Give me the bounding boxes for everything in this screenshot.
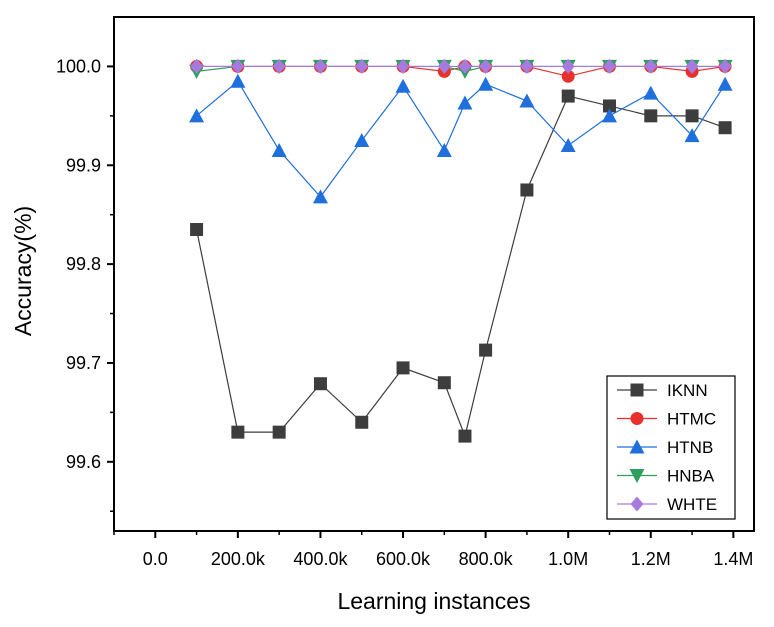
data-point-iknn (644, 109, 658, 123)
data-point-htnb (457, 95, 473, 110)
data-point-htnb (684, 128, 700, 143)
data-point-whte (458, 58, 472, 74)
data-point-iknn (396, 361, 410, 375)
x-tick-label: 1.4M (713, 549, 753, 569)
x-tick-label: 0.0 (143, 549, 168, 569)
data-point-htmc (561, 69, 575, 83)
x-tick-label: 800.0k (459, 549, 514, 569)
data-point-whte (437, 58, 451, 74)
x-tick-label: 1.0M (548, 549, 588, 569)
plot-frame (113, 16, 755, 532)
data-point-whte (396, 58, 410, 74)
data-point-htnb (395, 78, 411, 93)
data-point-whte (520, 58, 534, 74)
plot-area (189, 58, 733, 443)
axes: 0.0 200.0k 400.0k 600.0k 800.0k 1.0M 1.2M 1.4M 9… (56, 16, 755, 569)
data-point-iknn (685, 109, 699, 123)
data-point-iknn (437, 376, 451, 390)
data-point-htnb (271, 142, 287, 157)
legend-item-htmc: HTMC (617, 410, 716, 429)
data-point-iknn (190, 223, 204, 237)
data-point-iknn (458, 429, 472, 443)
legend-marker-htmc (630, 412, 644, 425)
data-point-htnb (478, 76, 494, 91)
data-point-htnb (189, 108, 205, 123)
y-tick-label: 99.9 (66, 155, 101, 175)
data-point-whte (231, 58, 245, 74)
data-point-htnb (436, 142, 452, 157)
data-point-whte (190, 58, 204, 74)
legend-marker-hnba (629, 469, 645, 483)
data-point-iknn (520, 183, 534, 197)
data-point-whte (685, 58, 699, 74)
data-point-htnb (601, 108, 617, 123)
data-point-htnb (643, 85, 659, 100)
data-point-whte (644, 58, 658, 74)
data-point-iknn (231, 425, 245, 439)
legend-label-whte: WHTE (667, 495, 717, 514)
y-tick-label: 100.0 (56, 56, 101, 76)
y-tick-label: 99.7 (66, 353, 101, 373)
legend-item-hnba: HNBA (617, 467, 715, 486)
data-point-whte (272, 58, 286, 74)
legend-marker-htnb (629, 439, 645, 454)
data-point-whte (479, 58, 493, 74)
data-point-whte (313, 58, 327, 74)
data-point-iknn (718, 121, 732, 135)
y-tick-label: 99.6 (66, 452, 101, 472)
data-point-whte (718, 58, 732, 74)
legend-marker-iknn (630, 383, 644, 397)
x-tick-label: 400.0k (293, 549, 348, 569)
series-iknn (190, 89, 732, 443)
legend: IKNN HTMC HTNB HNBA WHTE (606, 375, 736, 520)
x-tick-label: 600.0k (376, 549, 431, 569)
data-point-htnb (717, 76, 733, 91)
legend-label-iknn: IKNN (667, 381, 708, 400)
legend-label-htmc: HTMC (667, 410, 716, 429)
y-tick-label: 99.8 (66, 254, 101, 274)
x-tick-label: 1.2M (631, 549, 671, 569)
data-point-iknn (272, 425, 286, 439)
data-point-iknn (355, 415, 369, 429)
data-point-whte (561, 58, 575, 74)
data-point-iknn (602, 99, 616, 113)
data-point-htnb (560, 138, 576, 152)
data-point-iknn (313, 377, 327, 391)
legend-item-htnb: HTNB (617, 438, 713, 457)
legend-label-htnb: HTNB (667, 438, 713, 457)
data-point-htnb (230, 73, 246, 88)
data-point-htnb (519, 93, 535, 108)
series-htnb (189, 73, 733, 204)
x-axis-title: Learning instances (337, 588, 530, 614)
data-point-iknn (561, 89, 575, 103)
data-point-htnb (354, 133, 370, 148)
data-point-whte (602, 58, 616, 74)
data-point-iknn (479, 343, 493, 357)
legend-item-whte: WHTE (617, 495, 717, 514)
data-point-whte (355, 58, 369, 74)
legend-label-hnba: HNBA (667, 467, 715, 486)
legend-item-iknn: IKNN (617, 381, 708, 400)
data-point-htnb (312, 189, 328, 204)
x-tick-label: 200.0k (211, 549, 266, 569)
y-axis-title: Accuracy(%) (10, 206, 36, 336)
legend-marker-whte (630, 496, 644, 512)
series-whte (190, 58, 732, 74)
